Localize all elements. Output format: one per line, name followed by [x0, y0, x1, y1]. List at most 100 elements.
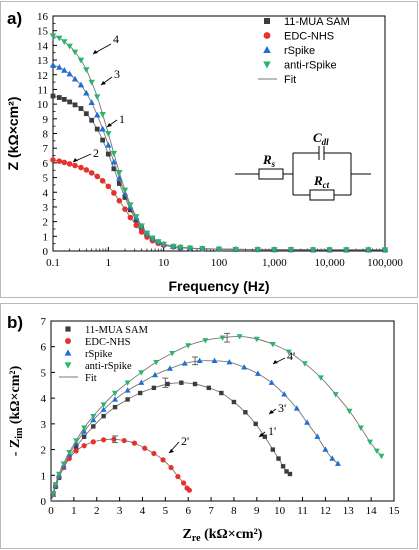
panel-label-b: b) — [7, 313, 23, 332]
x-tick-label-a: 0.1 — [46, 257, 60, 269]
data-point-b — [219, 335, 226, 341]
data-point-a — [110, 158, 118, 165]
data-point-a — [309, 247, 317, 254]
data-point-b — [317, 375, 324, 381]
data-point-a — [50, 157, 56, 163]
y-tick-label-a: 3 — [43, 202, 49, 214]
data-point-b — [285, 349, 292, 356]
data-point-a — [77, 81, 85, 88]
data-point-b — [253, 336, 260, 343]
data-point-a — [138, 223, 145, 230]
legend-marker-a — [263, 46, 271, 53]
data-point-b — [124, 387, 131, 393]
y-tick-label-a: 4 — [43, 187, 49, 199]
data-point-a — [50, 93, 56, 99]
x-tick-label-b: 11 — [297, 505, 308, 517]
x-tick-label-b: 4 — [140, 505, 146, 517]
data-point-a — [254, 247, 261, 253]
data-point-b — [366, 439, 373, 446]
fit-line-a — [52, 95, 385, 251]
annotation-arrowhead-a — [107, 123, 112, 127]
data-point-a — [155, 239, 162, 245]
legend-fit-label-a: Fit — [284, 74, 296, 86]
data-point-a — [122, 194, 128, 200]
data-point-b — [124, 380, 131, 386]
data-point-a — [56, 64, 63, 70]
data-point-b — [373, 448, 380, 455]
data-point-b — [243, 410, 248, 415]
data-point-b — [329, 455, 336, 461]
data-point-a — [49, 33, 57, 40]
x-tick-label-a: 1 — [106, 257, 112, 269]
annotation-label-b: 2' — [181, 434, 189, 448]
legend-label-b: anti-rSpike — [85, 361, 132, 372]
data-point-a — [116, 170, 123, 176]
annotation-label-b: 1' — [268, 424, 276, 438]
data-point-b — [334, 460, 341, 466]
x-tick-label-b: 0 — [48, 505, 54, 517]
circuit-resistor-rs — [258, 168, 284, 180]
data-point-b — [101, 413, 106, 419]
x-tick-label-a: 10 — [158, 257, 170, 269]
x-tick-label-b: 7 — [208, 505, 214, 517]
fit-line-b — [50, 382, 291, 502]
data-point-a — [343, 247, 350, 254]
data-point-b — [241, 364, 248, 370]
data-point-b — [166, 365, 173, 371]
data-point-a — [105, 141, 112, 148]
data-point-a — [61, 97, 67, 102]
y-tick-label-b: 0 — [41, 496, 47, 508]
data-point-b — [153, 359, 160, 366]
data-point-a — [365, 247, 372, 254]
y-tick-label-a: 8 — [43, 129, 49, 141]
annotation-arrowhead-b — [269, 410, 274, 414]
x-tick-label-b: 14 — [366, 505, 378, 517]
annotation-arrowhead-a — [73, 158, 78, 162]
data-point-b — [56, 471, 63, 478]
data-point-a — [111, 166, 117, 172]
data-point-a — [121, 187, 129, 194]
data-point-b — [179, 380, 184, 385]
data-point-b — [268, 379, 275, 385]
y-tick-label-b: 5 — [41, 367, 47, 379]
data-point-b — [125, 397, 130, 402]
annotation-label-b: 4' — [287, 349, 295, 363]
equivalent-circuit: Rs Cdl Rct — [235, 130, 371, 201]
y-tick-label-a: 5 — [43, 173, 49, 185]
data-point-b — [165, 381, 170, 387]
data-point-a — [94, 94, 101, 101]
y-tick-label-a: 12 — [37, 70, 48, 82]
data-point-a — [61, 159, 68, 166]
data-point-a — [72, 162, 78, 169]
annotation-arrowhead-b — [169, 449, 174, 453]
data-point-b — [378, 453, 385, 460]
data-point-a — [83, 89, 90, 96]
data-point-a — [271, 247, 278, 254]
y-tick-label-a: 14 — [37, 40, 49, 52]
data-point-a — [56, 158, 63, 164]
data-point-b — [181, 480, 187, 486]
x-tick-label-b: 3 — [117, 505, 123, 517]
data-point-b — [287, 471, 293, 477]
legend-label-b: 11-MUA SAM — [85, 325, 149, 336]
data-point-a — [105, 151, 111, 157]
data-point-b — [346, 408, 353, 415]
x-tick-label-b: 12 — [320, 505, 331, 517]
data-point-b — [81, 443, 87, 449]
data-point-a — [99, 125, 106, 132]
data-point-b — [60, 461, 67, 467]
data-point-b — [206, 385, 211, 391]
data-point-a — [72, 102, 78, 108]
fit-line-a — [52, 64, 385, 251]
data-point-b — [181, 360, 188, 366]
x-axis-label-b: Zre (kΩ×cm²) — [183, 527, 263, 544]
data-point-b — [175, 473, 181, 480]
data-point-b — [293, 405, 300, 411]
data-point-b — [52, 482, 59, 488]
data-point-b — [192, 381, 198, 387]
x-tick-label-a: 10,000 — [315, 257, 346, 269]
y-tick-label-a: 1 — [43, 231, 49, 243]
data-point-b — [276, 456, 281, 461]
data-point-a — [111, 190, 117, 196]
annotation-arrowhead-b — [259, 433, 264, 437]
